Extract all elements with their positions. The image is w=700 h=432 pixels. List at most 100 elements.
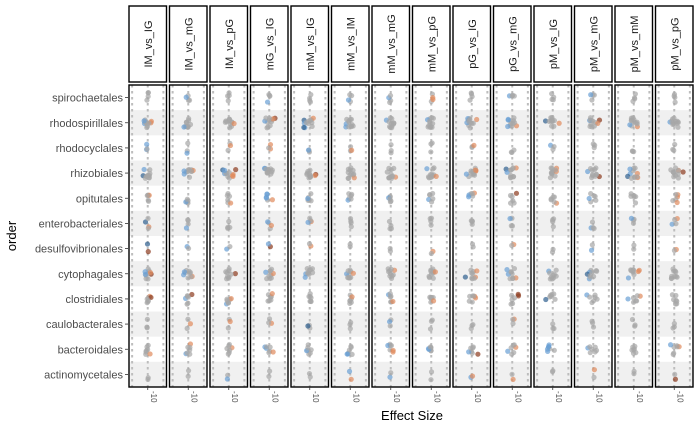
data-point <box>388 266 394 272</box>
data-point <box>307 374 313 380</box>
data-point <box>468 170 474 176</box>
y-tick-label-actinomycetales: actinomycetales <box>44 369 123 381</box>
data-point <box>305 147 312 153</box>
data-point <box>593 197 599 203</box>
data-point <box>427 120 433 126</box>
data-point <box>631 149 637 155</box>
data-point <box>629 316 636 323</box>
data-point <box>674 120 680 126</box>
data-point <box>466 118 472 124</box>
panel-pM_vs_mM: pM_vs_mM -10 <box>614 5 654 403</box>
data-point <box>384 169 390 175</box>
data-point <box>185 294 191 300</box>
data-point <box>544 346 551 352</box>
data-point <box>181 272 187 278</box>
data-point <box>347 326 353 332</box>
data-point <box>547 292 554 299</box>
data-point <box>671 321 677 327</box>
data-point <box>232 271 238 277</box>
data-point <box>469 373 476 379</box>
data-point <box>266 368 273 374</box>
y-tick-label-rhodospirillales: rhodospirillales <box>50 118 124 130</box>
data-point <box>430 275 436 281</box>
data-point <box>632 96 638 102</box>
data-point <box>268 222 275 229</box>
data-point <box>183 94 189 100</box>
data-point <box>302 274 308 280</box>
data-point <box>509 223 516 229</box>
data-point <box>387 323 393 329</box>
x-tick-label: -10 <box>392 391 401 403</box>
data-point <box>309 266 316 272</box>
strip-label-pM_vs_mG: pM_vs_mG <box>588 16 600 72</box>
data-point <box>221 167 228 173</box>
data-point <box>184 325 190 332</box>
data-point <box>673 292 679 299</box>
data-point <box>268 266 275 272</box>
data-point <box>468 325 474 332</box>
data-point <box>346 368 353 374</box>
data-point <box>388 167 394 173</box>
data-point <box>674 199 680 206</box>
x-tick-label: -10 <box>230 391 239 403</box>
data-point <box>475 351 481 357</box>
data-point <box>510 275 516 281</box>
data-point <box>348 165 354 171</box>
data-point <box>510 320 516 327</box>
data-point <box>507 200 514 206</box>
data-point <box>269 291 275 297</box>
data-point <box>181 124 187 130</box>
y-axis-title: order <box>4 220 19 251</box>
data-point <box>549 165 555 172</box>
panel-IM_vs_pG: IM_vs_pG -10 <box>209 5 249 403</box>
data-point <box>348 196 354 202</box>
data-point <box>268 297 274 303</box>
data-point <box>591 193 597 199</box>
data-point <box>183 225 190 231</box>
data-point <box>307 293 313 300</box>
data-point <box>348 224 354 230</box>
data-point <box>430 166 436 172</box>
data-point <box>591 367 598 373</box>
data-point <box>634 174 640 180</box>
data-point <box>144 325 150 331</box>
data-point <box>227 142 234 149</box>
data-point <box>307 215 313 221</box>
x-tick-label: -10 <box>635 391 644 403</box>
strip-label-mG_vs_IG: mG_vs_IG <box>264 18 276 71</box>
data-point <box>308 298 314 305</box>
data-point <box>429 317 435 323</box>
data-point <box>631 242 637 248</box>
data-point <box>668 167 674 173</box>
y-tick-label-rhizobiales: rhizobiales <box>70 168 123 180</box>
data-point <box>223 269 229 275</box>
strip-box <box>371 5 411 83</box>
data-point <box>229 172 236 179</box>
data-point <box>226 92 232 99</box>
y-tick-label-bacteroidales: bacteroidales <box>58 344 124 356</box>
data-point <box>549 123 555 129</box>
strip-box <box>290 5 330 83</box>
data-point <box>387 99 393 105</box>
data-point <box>388 370 394 376</box>
data-point <box>186 97 193 103</box>
x-tick-label: -10 <box>594 391 603 403</box>
data-point <box>147 269 154 276</box>
data-point <box>470 321 476 328</box>
facet-panels: IM_vs_IG-10IM_vs_mG-10IM_vs_pG-10mG_vs_I… <box>128 5 694 403</box>
data-point <box>591 123 597 129</box>
data-point <box>427 326 434 332</box>
data-point <box>630 295 637 301</box>
data-point <box>145 225 151 231</box>
strip-label-IM_vs_pG: IM_vs_pG <box>224 19 236 69</box>
data-point <box>305 195 311 202</box>
data-point <box>185 300 191 306</box>
data-point <box>185 275 191 281</box>
panel-pM_vs_mG: pM_vs_mG -10 <box>573 5 613 403</box>
data-point <box>674 298 680 304</box>
data-point <box>511 295 518 301</box>
data-point <box>181 168 187 174</box>
strip-label-pG_vs_mG: pG_vs_mG <box>507 16 519 72</box>
data-point <box>144 173 150 179</box>
data-point <box>266 273 272 279</box>
